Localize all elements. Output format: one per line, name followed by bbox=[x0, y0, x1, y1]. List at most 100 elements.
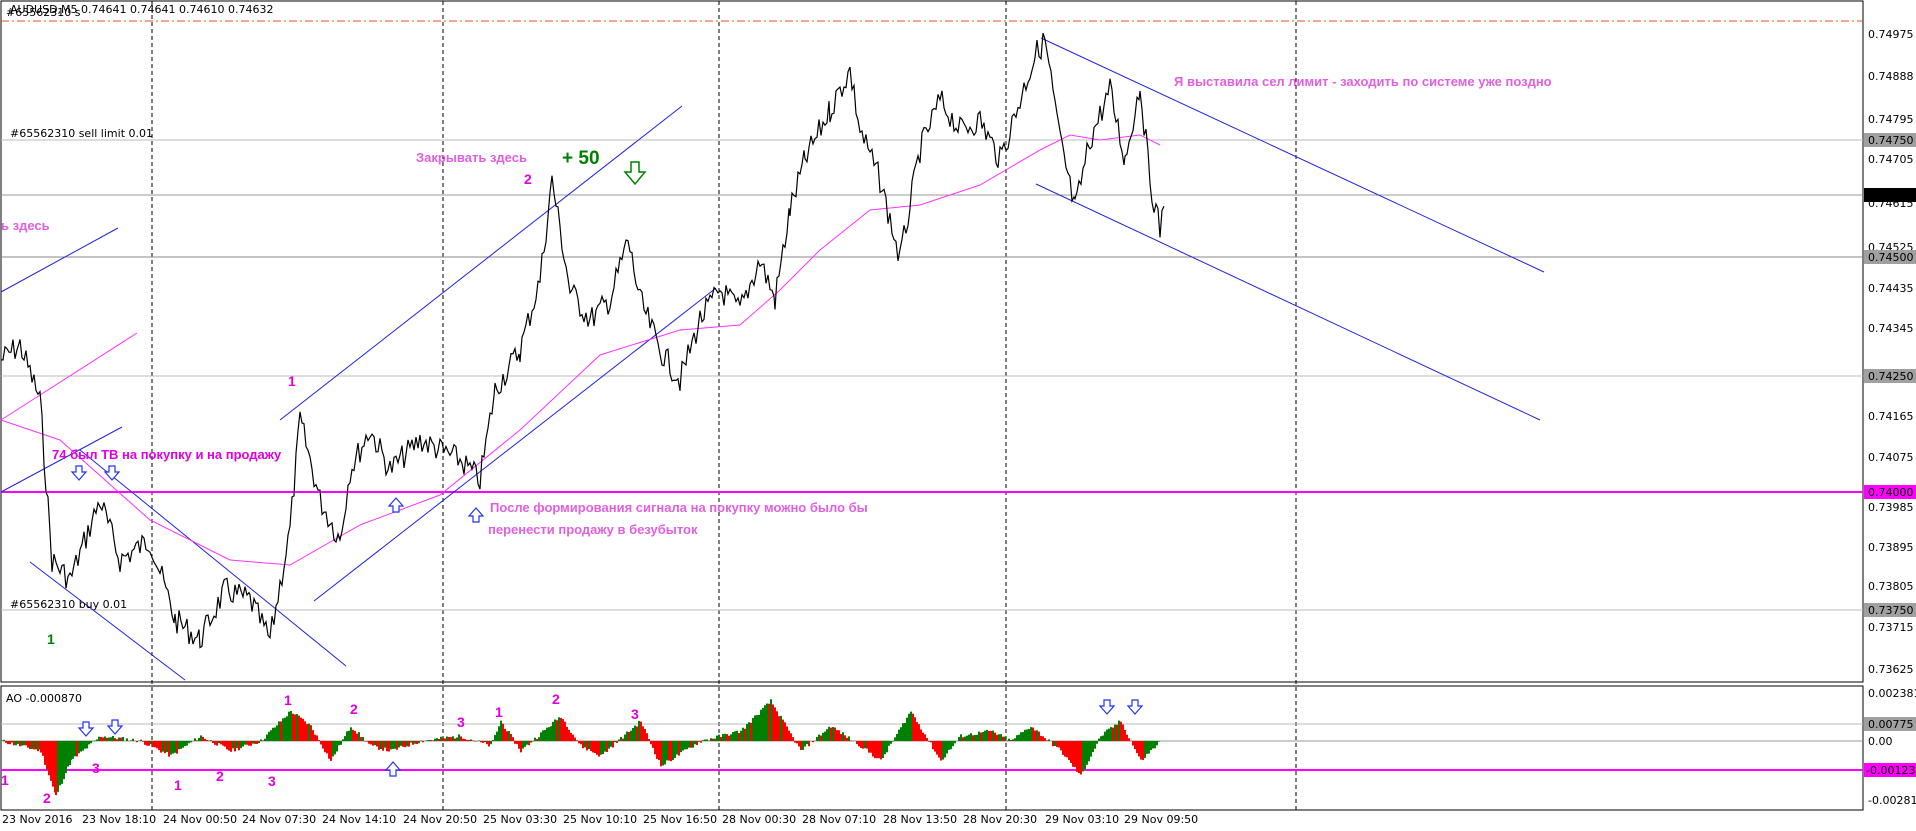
ao-bar bbox=[612, 741, 614, 748]
ao-bar bbox=[150, 741, 152, 745]
ao-bar bbox=[1142, 741, 1144, 761]
ao-bar bbox=[1108, 728, 1110, 741]
ao-bar bbox=[544, 729, 546, 741]
ao-bar bbox=[146, 741, 148, 746]
ao-bar bbox=[868, 741, 870, 753]
ao-bar bbox=[222, 741, 224, 746]
ao-bar bbox=[186, 741, 188, 746]
svg-text:0.74632: 0.74632 bbox=[1868, 189, 1914, 202]
svg-text:0.73750: 0.73750 bbox=[1868, 604, 1914, 617]
price-axis-label: 0.74345 bbox=[1868, 322, 1914, 335]
ao-bar bbox=[426, 740, 428, 741]
ao-bar bbox=[990, 730, 992, 741]
ao-bar bbox=[664, 741, 666, 765]
ao-bar bbox=[820, 735, 822, 741]
ao-bar bbox=[380, 741, 382, 749]
ao-bar bbox=[428, 739, 430, 741]
ao-bar bbox=[194, 738, 196, 741]
ao-bar bbox=[764, 705, 766, 741]
price-axis-label: 0.74795 bbox=[1868, 113, 1914, 126]
ao-bar bbox=[900, 727, 902, 741]
time-axis-label: 28 Nov 13:50 bbox=[883, 813, 957, 826]
ao-bar bbox=[136, 741, 138, 743]
ao-bar bbox=[1032, 727, 1034, 741]
time-axis-label: 29 Nov 09:50 bbox=[1124, 813, 1198, 826]
ao-bar bbox=[78, 741, 80, 754]
ao-bar bbox=[76, 741, 78, 757]
ao-bar bbox=[600, 741, 602, 755]
ao-bar bbox=[15, 741, 17, 746]
ao-bar bbox=[400, 741, 402, 746]
ao-bar bbox=[262, 740, 264, 741]
ao-bar bbox=[210, 740, 212, 741]
ao-bar bbox=[188, 741, 190, 744]
ao-bar bbox=[708, 740, 710, 741]
ao-bar bbox=[1028, 728, 1030, 741]
ao-bar bbox=[940, 741, 942, 761]
ao-bar bbox=[718, 734, 720, 741]
ao-bar bbox=[478, 740, 480, 741]
ao-bar bbox=[336, 741, 338, 752]
ao-bar bbox=[650, 741, 652, 745]
down-arrow-icon bbox=[1126, 699, 1144, 715]
ao-bar bbox=[918, 724, 920, 741]
ao-wave-labels: 2 3 1 2 3 1 2 3 1 2 3 1 bbox=[1, 691, 639, 806]
ao-bar bbox=[1146, 741, 1148, 754]
ao-bar bbox=[318, 740, 320, 741]
ao-bar bbox=[780, 715, 782, 741]
magenta-trend-line[interactable] bbox=[0, 332, 138, 421]
ao-bar bbox=[512, 737, 514, 741]
ao-bar bbox=[636, 726, 638, 741]
ao-bar bbox=[732, 731, 734, 741]
ao-bar bbox=[492, 739, 494, 741]
time-axis-label: 23 Nov 2016 bbox=[2, 813, 72, 826]
ao-bar bbox=[1064, 741, 1066, 757]
ao-bar bbox=[152, 741, 154, 748]
ao-bar bbox=[394, 741, 396, 749]
ao-bar bbox=[892, 741, 894, 742]
ao-bar bbox=[502, 723, 504, 741]
arrow-icons bbox=[70, 465, 1144, 777]
ao-bar bbox=[80, 741, 82, 752]
down-arrow-icon bbox=[77, 721, 95, 737]
ao-bar bbox=[978, 731, 980, 741]
ao-bar bbox=[432, 740, 434, 741]
ao-bar bbox=[1004, 736, 1006, 741]
wave-label-1-top: 1 bbox=[288, 373, 296, 389]
ao-bar bbox=[328, 741, 330, 759]
up-arrow-icon bbox=[467, 507, 485, 523]
ao-bar bbox=[324, 741, 326, 753]
ao-bar bbox=[402, 741, 404, 747]
ao-bar bbox=[720, 737, 722, 741]
ao-bar bbox=[996, 734, 998, 741]
ao-tag-low: -0.00123 bbox=[1864, 763, 1916, 777]
ao-bar bbox=[1152, 741, 1154, 749]
svg-text:0.00775: 0.00775 bbox=[1868, 718, 1914, 731]
ao-bar bbox=[786, 726, 788, 741]
ao-bar bbox=[384, 741, 386, 748]
svg-text:0.74000: 0.74000 bbox=[1868, 486, 1914, 499]
ao-bar bbox=[1066, 741, 1068, 758]
ao-bar bbox=[714, 738, 716, 741]
price-panel[interactable] bbox=[0, 0, 1864, 683]
ao-bar bbox=[1082, 741, 1084, 772]
ao-bar bbox=[930, 741, 932, 743]
ao-bar bbox=[230, 741, 232, 752]
ao-bar bbox=[228, 741, 230, 751]
price-tag-74000: 0.74000 bbox=[1864, 485, 1916, 499]
ao-bar bbox=[798, 741, 800, 747]
annotation-plus50: + 50 bbox=[562, 148, 600, 169]
ao-bar bbox=[160, 741, 162, 753]
ao-bar bbox=[584, 741, 586, 748]
price-axis-label: 0.74165 bbox=[1868, 410, 1914, 423]
ao-bar bbox=[414, 741, 416, 744]
ao-bar bbox=[576, 740, 578, 741]
ao-bar bbox=[1114, 724, 1116, 741]
ao-bar bbox=[158, 741, 160, 751]
time-axis-label: 24 Nov 00:50 bbox=[163, 813, 237, 826]
ao-bar bbox=[756, 715, 758, 741]
ao-bar bbox=[1042, 736, 1044, 741]
ao-bar bbox=[608, 741, 610, 749]
ao-bar bbox=[74, 741, 76, 757]
